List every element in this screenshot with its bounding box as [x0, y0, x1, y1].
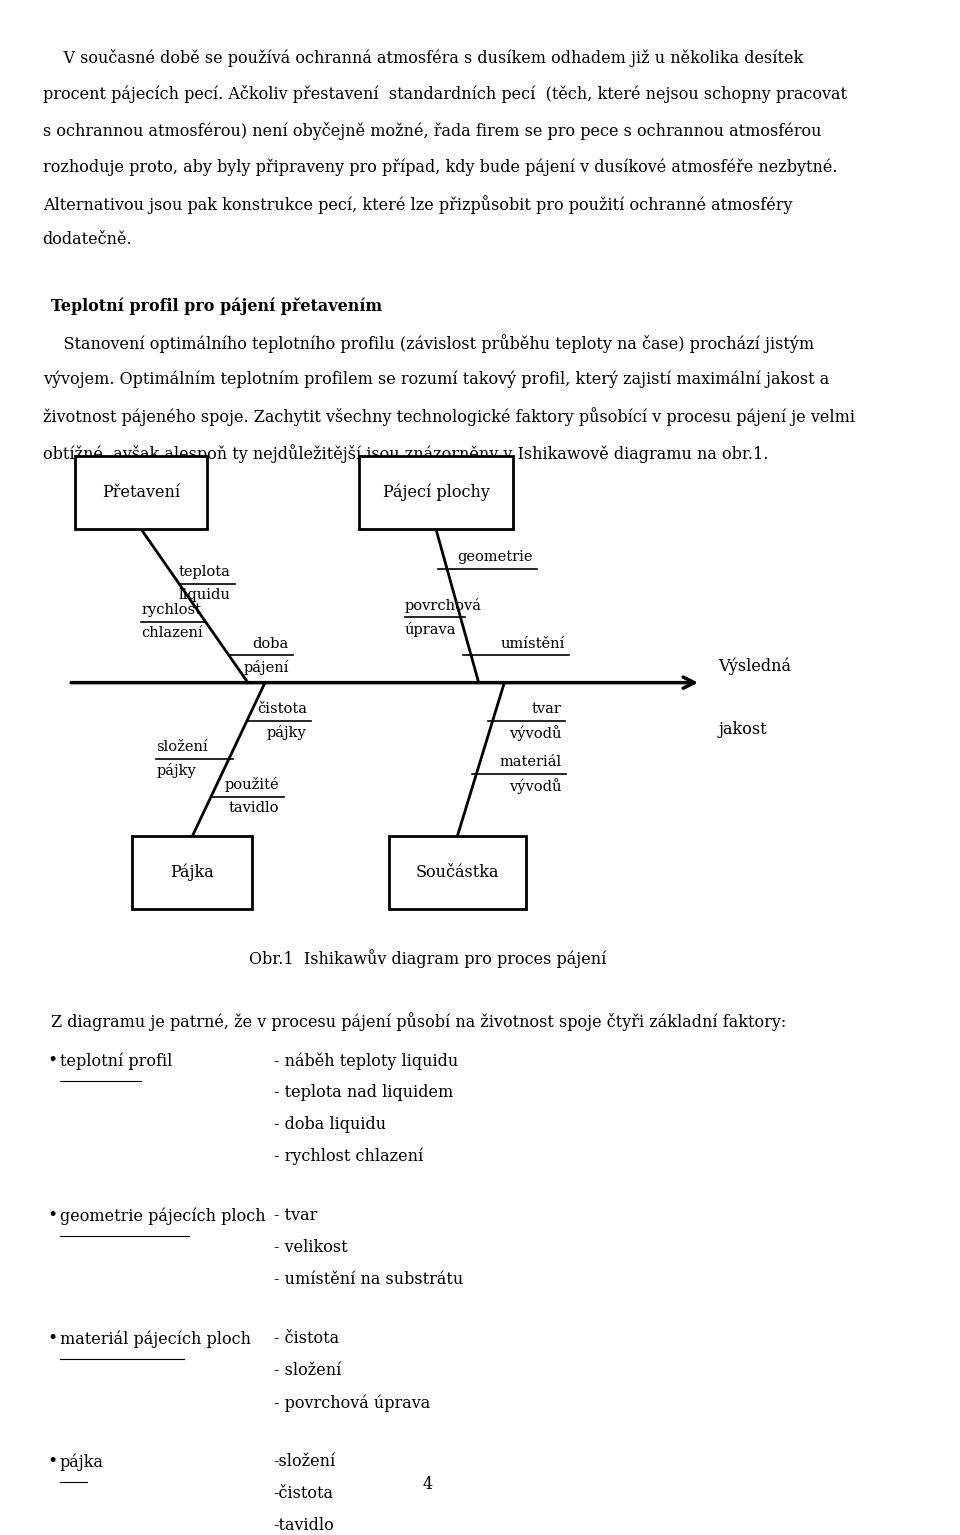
Text: vývodů: vývodů — [509, 725, 561, 741]
Text: pájka: pájka — [60, 1454, 104, 1471]
Text: obtížné, avšak alespoň ty nejdůležitější jsou znázorněny v Ishikawově diagramu n: obtížné, avšak alespoň ty nejdůležitější… — [43, 444, 768, 464]
Text: čistota: čistota — [257, 701, 307, 717]
Text: vývodů: vývodů — [510, 778, 562, 794]
Text: teplotní profil: teplotní profil — [60, 1051, 172, 1070]
Text: •: • — [47, 1051, 58, 1068]
Text: umístění: umístění — [501, 637, 565, 651]
Text: - umístění na substrátu: - umístění na substrátu — [274, 1271, 463, 1288]
Text: úprava: úprava — [405, 622, 456, 637]
Text: tavidlo: tavidlo — [228, 801, 279, 815]
Text: V současné době se používá ochranná atmosféra s dusíkem odhadem již u několika d: V současné době se používá ochranná atmo… — [43, 49, 803, 66]
Text: - čistota: - čistota — [274, 1331, 339, 1348]
Text: materiál pájecích ploch: materiál pájecích ploch — [60, 1331, 251, 1348]
Text: pájení: pájení — [243, 660, 289, 675]
Text: geometrie pájecích ploch: geometrie pájecích ploch — [60, 1207, 266, 1225]
FancyBboxPatch shape — [75, 456, 207, 530]
Text: rozhoduje proto, aby byly připraveny pro případ, kdy bude pájení v dusíkové atmo: rozhoduje proto, aby byly připraveny pro… — [43, 158, 837, 175]
FancyBboxPatch shape — [389, 837, 526, 909]
Text: - velikost: - velikost — [274, 1239, 348, 1256]
Text: s ochrannou atmosférou) není obyčejně možné, řada firem se pro pece s ochrannou : s ochrannou atmosférou) není obyčejně mo… — [43, 121, 821, 140]
Text: Teplotní profil pro pájení přetavením: Teplotní profil pro pájení přetavením — [51, 298, 382, 316]
Text: -čistota: -čistota — [274, 1486, 333, 1503]
Text: doba: doba — [252, 637, 289, 651]
Text: teplota: teplota — [179, 565, 230, 579]
Text: geometrie: geometrie — [457, 550, 533, 563]
Text: pájky: pájky — [156, 763, 196, 778]
Text: tvar: tvar — [531, 701, 561, 717]
Text: složení: složení — [156, 740, 208, 754]
Text: Výsledná: Výsledná — [718, 657, 791, 675]
Text: - složení: - složení — [274, 1362, 341, 1380]
Text: 4: 4 — [422, 1477, 432, 1494]
Text: - doba liquidu: - doba liquidu — [274, 1116, 386, 1133]
Text: Přetavení: Přetavení — [102, 484, 180, 500]
Text: Stanovení optimálního teplotního profilu (závislost průběhu teploty na čase) pro: Stanovení optimálního teplotního profilu… — [43, 335, 814, 353]
Text: vývojem. Optimálním teplotním profilem se rozumí takový profil, který zajistí ma: vývojem. Optimálním teplotním profilem s… — [43, 371, 829, 388]
Text: - povrchová úprava: - povrchová úprava — [274, 1394, 430, 1412]
Text: liquidu: liquidu — [179, 588, 230, 602]
FancyBboxPatch shape — [359, 456, 513, 530]
Text: životnost pájeného spoje. Zachytit všechny technologické faktory působící v proc: životnost pájeného spoje. Zachytit všech… — [43, 407, 854, 427]
Text: materiál: materiál — [500, 755, 562, 769]
Text: procent pájecích pecí. Ačkoliv přestavení  standardních pecí  (těch, které nejso: procent pájecích pecí. Ačkoliv přestaven… — [43, 84, 847, 103]
Text: - teplota nad liquidem: - teplota nad liquidem — [274, 1084, 453, 1101]
Text: - rychlost chlazení: - rychlost chlazení — [274, 1148, 422, 1165]
Text: jakost: jakost — [718, 720, 767, 738]
Text: -tavidlo: -tavidlo — [274, 1517, 334, 1535]
Text: •: • — [47, 1331, 58, 1348]
Text: Z diagramu je patrné, že v procesu pájení působí na životnost spoje čtyři základ: Z diagramu je patrné, že v procesu pájen… — [51, 1013, 786, 1032]
Text: - tvar: - tvar — [274, 1207, 317, 1225]
Text: -složení: -složení — [274, 1454, 336, 1471]
Text: chlazení: chlazení — [141, 626, 204, 640]
Text: Pájka: Pájka — [171, 864, 214, 881]
Text: - náběh teploty liquidu: - náběh teploty liquidu — [274, 1051, 458, 1070]
Text: použité: použité — [225, 777, 279, 792]
FancyBboxPatch shape — [132, 837, 252, 909]
Text: rychlost: rychlost — [141, 603, 202, 617]
Text: Součástka: Součástka — [416, 864, 499, 881]
Text: •: • — [47, 1207, 58, 1225]
Text: Alternativou jsou pak konstrukce pecí, které lze přizpůsobit pro použití ochrann: Alternativou jsou pak konstrukce pecí, k… — [43, 195, 792, 213]
Text: povrchová: povrchová — [405, 597, 482, 612]
Text: pájky: pájky — [267, 725, 307, 740]
Text: dodatečně.: dodatečně. — [43, 232, 132, 249]
Text: Pájecí plochy: Pájecí plochy — [382, 484, 490, 502]
Text: Obr.1  Ishikawův diagram pro proces pájení: Obr.1 Ishikawův diagram pro proces pájen… — [249, 949, 606, 967]
Text: •: • — [47, 1454, 58, 1471]
